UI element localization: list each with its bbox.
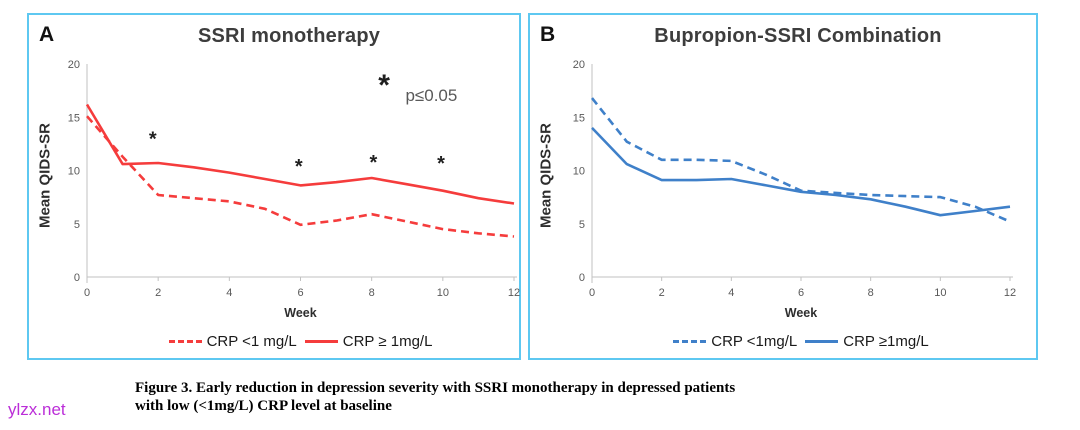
- panel-a-legend: CRP <1 mg/L CRP ≥ 1mg/L: [87, 333, 514, 350]
- panel-b-legend: CRP <1mg/L CRP ≥1mg/L: [592, 333, 1010, 350]
- x-tick-label: 10: [437, 287, 449, 299]
- series-line-solid: [591, 126, 1011, 217]
- panel-letter-b: B: [540, 23, 556, 46]
- legend-label: CRP ≥ 1mg/L: [342, 333, 433, 350]
- panel-a-x-axis-label: Week: [284, 306, 317, 320]
- legend-item-crp-low: CRP <1 mg/L: [168, 333, 297, 350]
- series-line-dashed: [590, 97, 1011, 223]
- x-tick-label: 0: [589, 287, 595, 299]
- significance-asterisk: *: [295, 156, 303, 178]
- figure-caption: Figure 3. Early reduction in depression …: [135, 379, 735, 415]
- y-tick-label: 0: [579, 272, 585, 284]
- legend-item-crp-high: CRP ≥1mg/L: [805, 333, 929, 350]
- y-tick-label: 20: [573, 59, 585, 71]
- x-tick-label: 4: [728, 287, 734, 299]
- panel-b-title: Bupropion-SSRI Combination: [654, 25, 942, 47]
- series-line-dashed: [86, 115, 515, 238]
- x-tick-label: 2: [659, 287, 665, 299]
- dashed-line-swatch: [168, 340, 202, 343]
- x-tick-label: 6: [798, 287, 804, 299]
- significance-key-asterisk: *: [378, 69, 390, 102]
- watermark-text: ylzx.net: [8, 400, 66, 419]
- significance-asterisk: *: [370, 152, 378, 174]
- panel-bupropion-ssri-combination: B Bupropion-SSRI Combination Mean QIDS-S…: [528, 13, 1038, 360]
- y-tick-label: 0: [74, 272, 80, 284]
- x-tick-label: 8: [868, 287, 874, 299]
- x-tick-label: 10: [934, 287, 946, 299]
- y-tick-label: 5: [579, 219, 585, 231]
- legend-label: CRP ≥1mg/L: [843, 333, 929, 350]
- y-tick-label: 10: [573, 166, 585, 178]
- panel-ssri-monotherapy: A SSRI monotherapy Mean QIDS-SR 0 2 4 6 8 10 1…: [27, 13, 521, 360]
- y-tick-label: 10: [68, 166, 80, 178]
- legend-label: CRP <1 mg/L: [206, 333, 297, 350]
- y-tick-label: 5: [74, 219, 80, 231]
- solid-line-swatch: [805, 340, 839, 343]
- y-tick-label: 15: [573, 112, 585, 124]
- x-tick-label: 2: [155, 287, 161, 299]
- figure-caption-line2: with low (<1mg/L) CRP level at baseline: [135, 398, 392, 414]
- panel-b-plot-area: 0 2 4 6 8 10 12 0 5 10 15 20: [573, 59, 1016, 299]
- y-tick-label: 15: [68, 112, 80, 124]
- legend-label: CRP <1mg/L: [711, 333, 798, 350]
- x-tick-label: 0: [84, 287, 90, 299]
- series-line-solid: [85, 103, 515, 205]
- x-tick-label: 8: [369, 287, 375, 299]
- panel-letter-a: A: [39, 23, 55, 46]
- panel-b-x-axis-label: Week: [784, 306, 818, 320]
- legend-item-crp-low: CRP <1mg/L: [673, 333, 797, 350]
- dashed-line-swatch: [673, 340, 707, 343]
- x-tick-label: 6: [297, 287, 303, 299]
- legend-item-crp-high: CRP ≥ 1mg/L: [304, 333, 433, 350]
- panel-a-title: SSRI monotherapy: [197, 25, 381, 47]
- x-tick-label: 4: [226, 287, 232, 299]
- figure-caption-line1: Figure 3. Early reduction in depression …: [135, 380, 736, 396]
- x-tick-label: 12: [1004, 287, 1016, 299]
- panel-a-plot-area: 0 2 4 6 8 10 12 0 5 10 15 20 * * * * * p≤0.05: [68, 59, 520, 299]
- solid-line-swatch: [304, 340, 338, 343]
- significance-key-label: p≤0.05: [405, 86, 457, 105]
- significance-asterisk: *: [437, 153, 445, 175]
- x-tick-label: 12: [508, 287, 520, 299]
- y-tick-label: 20: [68, 59, 80, 71]
- significance-asterisk: *: [149, 128, 157, 150]
